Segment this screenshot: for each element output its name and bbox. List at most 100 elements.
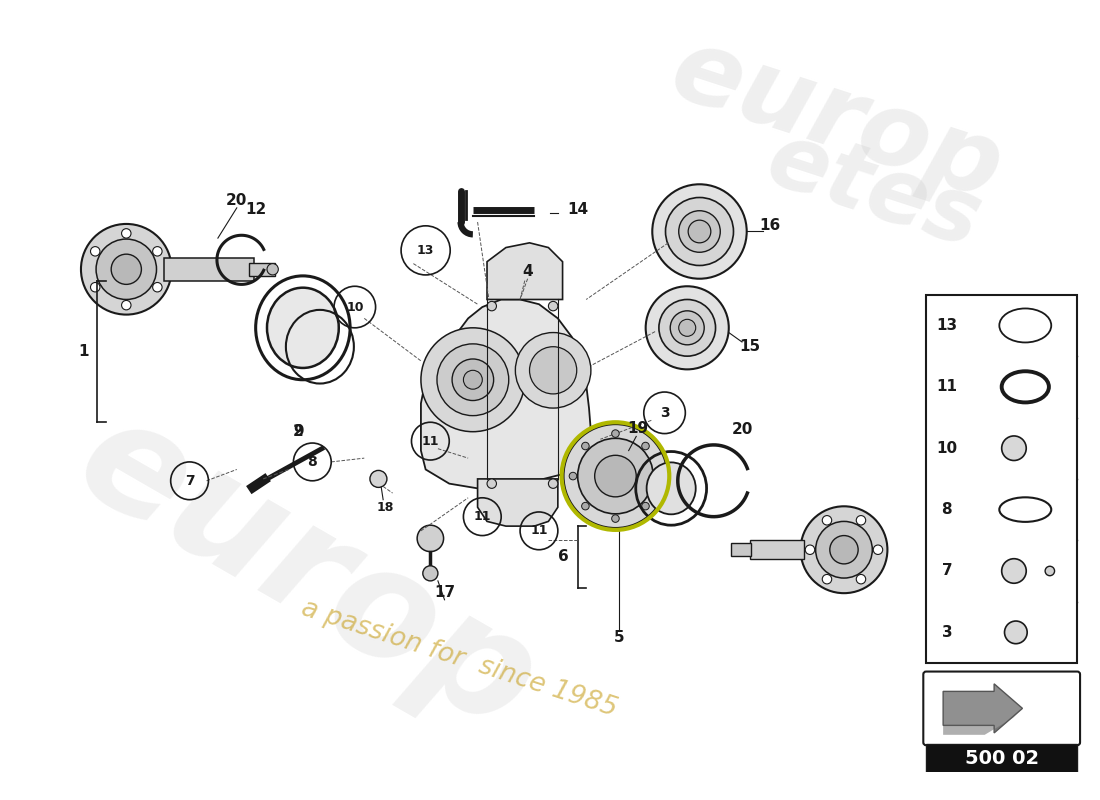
Text: 8: 8 [307,455,317,469]
Text: 15: 15 [739,339,760,354]
Circle shape [370,470,387,487]
Text: 13: 13 [417,244,434,257]
Circle shape [437,344,508,416]
Text: 10: 10 [936,441,957,456]
Bar [249,262,275,276]
Circle shape [666,198,734,266]
Circle shape [805,545,815,554]
Circle shape [1045,566,1055,576]
Text: 6: 6 [559,549,569,564]
Circle shape [646,286,729,370]
Circle shape [641,442,649,450]
Circle shape [122,301,131,310]
Bar [164,258,254,281]
Text: etes: etes [757,115,992,266]
Circle shape [823,515,832,525]
Circle shape [563,424,668,528]
Circle shape [1004,621,1027,644]
Circle shape [801,506,888,593]
Text: 8: 8 [942,502,953,517]
Text: 16: 16 [760,218,781,234]
Circle shape [829,535,858,564]
Circle shape [90,282,100,292]
Text: 17: 17 [434,585,455,600]
Circle shape [654,472,662,480]
Circle shape [856,574,866,584]
Text: 11: 11 [530,524,548,538]
Circle shape [487,479,496,488]
Text: 13: 13 [936,318,957,333]
Text: 20: 20 [732,422,752,438]
Circle shape [873,545,882,554]
Polygon shape [421,299,591,488]
Bar [926,744,1077,773]
Circle shape [122,229,131,238]
Circle shape [641,502,649,510]
Circle shape [111,254,142,284]
Bar [926,294,1077,663]
Text: 10: 10 [346,301,364,314]
Text: a passion for  since 1985: a passion for since 1985 [297,595,620,722]
Circle shape [90,246,100,256]
Circle shape [823,574,832,584]
Circle shape [679,319,695,336]
Circle shape [582,442,590,450]
Circle shape [569,472,576,480]
Circle shape [1002,436,1026,461]
Circle shape [463,370,482,389]
Text: 500 02: 500 02 [965,749,1038,768]
Circle shape [421,328,525,432]
Text: europ: europ [658,19,1014,221]
Polygon shape [477,479,558,526]
Polygon shape [487,243,562,299]
Circle shape [267,264,278,275]
Text: 14: 14 [568,202,588,218]
Polygon shape [943,708,1023,735]
Bar [730,543,751,556]
Circle shape [549,479,558,488]
Polygon shape [943,684,1023,733]
Circle shape [659,299,716,356]
Circle shape [595,455,636,497]
Text: 5: 5 [614,630,625,645]
Text: 7: 7 [942,563,953,578]
Text: 11: 11 [936,379,957,394]
Circle shape [670,311,704,345]
Text: 20: 20 [227,193,248,208]
Circle shape [452,359,494,401]
Text: 3: 3 [660,406,670,420]
Text: 18: 18 [376,501,394,514]
Text: 1: 1 [78,344,88,359]
Ellipse shape [647,462,695,514]
Circle shape [549,302,558,311]
Text: 11: 11 [421,434,439,448]
Circle shape [529,346,576,394]
Circle shape [81,224,172,314]
Text: 9: 9 [293,424,304,439]
Circle shape [856,515,866,525]
Text: 11: 11 [474,510,491,523]
Circle shape [582,502,590,510]
Circle shape [689,220,711,243]
FancyBboxPatch shape [923,671,1080,746]
Circle shape [417,525,443,552]
Ellipse shape [267,288,339,368]
Circle shape [578,438,653,514]
Text: 7: 7 [185,474,195,488]
Circle shape [679,210,721,252]
Text: 2: 2 [293,424,304,439]
Circle shape [612,514,619,522]
Text: 12: 12 [245,202,266,218]
Text: 3: 3 [942,625,953,640]
Text: europ: europ [53,383,562,763]
Circle shape [652,184,747,278]
Circle shape [153,282,162,292]
Circle shape [487,302,496,311]
Circle shape [422,566,438,581]
Text: 4: 4 [522,264,532,278]
Text: 19: 19 [628,422,649,436]
Circle shape [96,239,156,299]
Circle shape [612,430,619,438]
Bar [749,540,804,559]
Circle shape [1002,558,1026,583]
